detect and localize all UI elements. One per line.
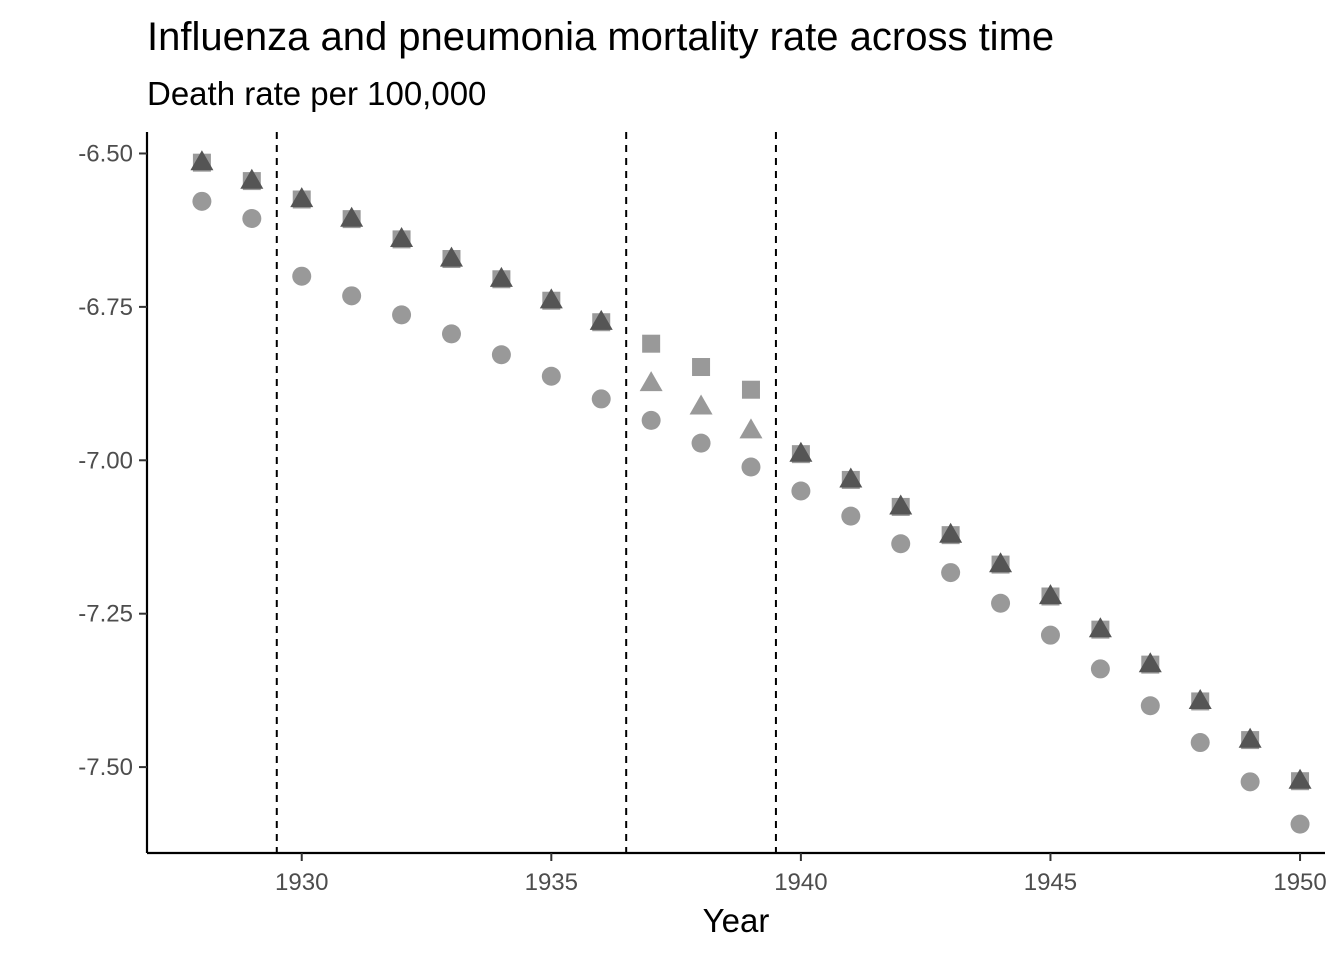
y-tick-label: -6.50 — [78, 140, 133, 167]
x-tick-label: 1935 — [525, 869, 578, 896]
point-circle — [1140, 696, 1160, 716]
point-circle — [991, 593, 1011, 613]
point-circle — [292, 266, 312, 286]
point-circle — [441, 324, 461, 344]
y-tick-label: -7.25 — [78, 601, 133, 628]
point-triangle — [789, 441, 813, 462]
point-triangle — [1038, 584, 1062, 605]
chart-subtitle: Death rate per 100,000 — [147, 75, 486, 112]
y-tick-label: -6.75 — [78, 294, 133, 321]
point-circle — [1040, 625, 1060, 645]
point-triangle — [639, 371, 663, 392]
point-circle — [1290, 814, 1310, 834]
point-circle — [242, 209, 262, 229]
point-triangle — [589, 309, 613, 330]
point-circle — [491, 345, 511, 365]
chart-title: Influenza and pneumonia mortality rate a… — [147, 15, 1054, 59]
point-triangle — [240, 168, 264, 189]
point-circle — [342, 286, 362, 306]
point-circle — [641, 410, 661, 430]
point-circle — [591, 389, 611, 409]
point-triangle — [290, 187, 314, 208]
point-circle — [691, 433, 711, 453]
point-square — [692, 358, 711, 377]
y-tick-label: -7.50 — [78, 754, 133, 781]
point-square — [642, 334, 661, 353]
point-triangle — [439, 246, 463, 267]
point-circle — [1090, 659, 1110, 679]
point-circle — [1190, 733, 1210, 753]
data-points — [190, 150, 1312, 834]
x-axis-title: Year — [703, 902, 770, 939]
point-triangle — [390, 226, 414, 247]
x-tick-label: 1940 — [774, 869, 827, 896]
point-triangle — [989, 552, 1013, 573]
point-triangle — [1288, 768, 1312, 789]
reference-lines — [275, 132, 777, 853]
point-triangle — [190, 150, 214, 171]
point-triangle — [1188, 689, 1212, 710]
point-circle — [192, 191, 212, 211]
y-axis: -6.50 -6.75 -7.00 -7.25 -7.50 — [78, 132, 149, 853]
point-triangle — [1088, 617, 1112, 638]
x-axis: 1930 1935 1940 1945 1950 — [147, 851, 1327, 896]
point-circle — [941, 563, 961, 583]
point-triangle — [689, 394, 713, 415]
point-triangle — [739, 418, 763, 439]
x-tick-label: 1950 — [1273, 869, 1326, 896]
point-circle — [741, 457, 761, 477]
point-circle — [891, 534, 911, 554]
point-circle — [541, 366, 561, 386]
y-tick-label: -7.00 — [78, 447, 133, 474]
point-triangle — [939, 522, 963, 543]
point-circle — [841, 506, 861, 526]
point-triangle — [1238, 727, 1262, 748]
point-triangle — [539, 288, 563, 309]
point-triangle — [340, 206, 364, 227]
point-circle — [392, 305, 412, 325]
point-circle — [1240, 772, 1260, 792]
point-triangle — [889, 494, 913, 515]
x-tick-label: 1930 — [275, 869, 328, 896]
point-triangle — [1138, 652, 1162, 673]
point-square — [741, 380, 760, 399]
x-tick-label: 1945 — [1024, 869, 1077, 896]
point-circle — [791, 481, 811, 501]
point-triangle — [839, 467, 863, 488]
point-triangle — [489, 266, 513, 287]
